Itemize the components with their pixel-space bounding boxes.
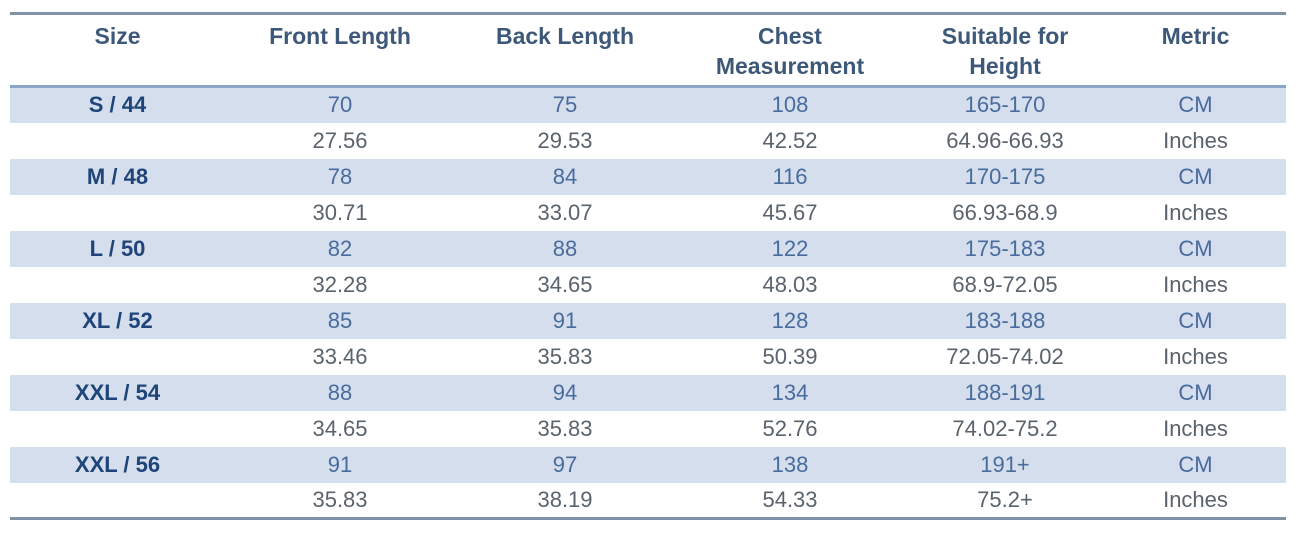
cell-suitable-for-height: 175-183: [964, 235, 1046, 261]
cell-chest-measurement: 108: [771, 92, 809, 118]
cell-chest-measurement: 54.33: [762, 486, 818, 512]
cell-chest-measurement: 134: [771, 379, 809, 405]
column-header-suitable-for-height: Suitable for Height: [941, 23, 1069, 79]
column-header-front-length: Front Length: [269, 23, 411, 49]
cell-back-length: 75: [552, 92, 578, 118]
cell-suitable-for-height: 170-175: [964, 163, 1046, 189]
cell-back-length: 94: [552, 379, 578, 405]
cell-front-length: 70: [327, 92, 353, 118]
cell-metric: Inches: [1163, 271, 1228, 297]
cell-size: M / 48: [86, 163, 149, 189]
table-row: XL / 52 85 91 128 183-188 CM: [10, 302, 1286, 339]
cell-suitable-for-height: 66.93-68.9: [952, 199, 1058, 225]
cell-front-length: 82: [327, 235, 353, 261]
size-chart-table: Size Front Length Back Length Chest Meas…: [10, 12, 1286, 520]
cell-back-length: 91: [552, 307, 578, 333]
cell-size: [10, 195, 225, 231]
cell-front-length: 88: [327, 379, 353, 405]
cell-size: S / 44: [88, 92, 147, 118]
cell-size: [10, 483, 225, 519]
cell-back-length: 33.07: [537, 199, 593, 225]
cell-suitable-for-height: 74.02-75.2: [952, 415, 1058, 441]
cell-chest-measurement: 52.76: [762, 415, 818, 441]
cell-metric: Inches: [1163, 199, 1228, 225]
cell-front-length: 78: [327, 163, 353, 189]
cell-back-length: 88: [552, 235, 578, 261]
cell-chest-measurement: 42.52: [762, 127, 818, 153]
cell-size: XL / 52: [82, 307, 153, 333]
cell-metric: Inches: [1163, 415, 1228, 441]
table-row: 27.56 29.53 42.52 64.96-66.93 Inches: [10, 122, 1286, 159]
cell-suitable-for-height: 72.05-74.02: [946, 343, 1064, 369]
cell-back-length: 29.53: [537, 127, 593, 153]
cell-suitable-for-height: 188-191: [964, 379, 1046, 405]
cell-metric: CM: [1178, 163, 1213, 189]
column-header-back-length: Back Length: [495, 23, 635, 49]
cell-chest-measurement: 128: [771, 307, 809, 333]
cell-size: [10, 339, 225, 375]
cell-suitable-for-height: 68.9-72.05: [952, 271, 1058, 297]
cell-front-length: 35.83: [312, 486, 368, 512]
table-row: M / 48 78 84 116 170-175 CM: [10, 158, 1286, 195]
cell-metric: Inches: [1163, 343, 1228, 369]
table-row: XXL / 54 88 94 134 188-191 CM: [10, 374, 1286, 411]
cell-suitable-for-height: 75.2+: [977, 486, 1033, 512]
cell-metric: CM: [1178, 307, 1213, 333]
cell-front-length: 34.65: [312, 415, 368, 441]
cell-back-length: 34.65: [537, 271, 593, 297]
cell-front-length: 85: [327, 307, 353, 333]
header-row: Size Front Length Back Length Chest Meas…: [10, 14, 1286, 87]
cell-size: [10, 267, 225, 303]
column-header-chest-measurement: Chest Measurement: [715, 23, 865, 79]
cell-chest-measurement: 50.39: [762, 343, 818, 369]
cell-size: XXL / 54: [74, 379, 161, 405]
cell-back-length: 84: [552, 163, 578, 189]
cell-front-length: 27.56: [312, 127, 368, 153]
table-row: S / 44 70 75 108 165-170 CM: [10, 86, 1286, 123]
cell-chest-measurement: 116: [772, 163, 808, 189]
cell-front-length: 33.46: [312, 343, 368, 369]
cell-metric: CM: [1178, 92, 1213, 118]
cell-metric: Inches: [1163, 127, 1228, 153]
cell-chest-measurement: 45.67: [762, 199, 818, 225]
table-row: 32.28 34.65 48.03 68.9-72.05 Inches: [10, 266, 1286, 303]
cell-suitable-for-height: 183-188: [964, 307, 1046, 333]
column-header-metric: Metric: [1161, 23, 1230, 49]
table-row: 34.65 35.83 52.76 74.02-75.2 Inches: [10, 410, 1286, 447]
table-row: L / 50 82 88 122 175-183 CM: [10, 230, 1286, 267]
cell-back-length: 35.83: [537, 415, 593, 441]
cell-chest-measurement: 122: [771, 235, 809, 261]
cell-metric: CM: [1178, 235, 1213, 261]
cell-suitable-for-height: 191+: [980, 451, 1030, 477]
column-header-size: Size: [94, 23, 141, 49]
cell-metric: Inches: [1163, 486, 1228, 512]
cell-front-length: 30.71: [312, 199, 368, 225]
cell-front-length: 32.28: [312, 271, 368, 297]
cell-chest-measurement: 138: [771, 451, 809, 477]
table-row: XXL / 56 91 97 138 191+ CM: [10, 446, 1286, 483]
cell-metric: CM: [1178, 451, 1213, 477]
cell-size: L / 50: [89, 235, 146, 261]
cell-size: XXL / 56: [74, 451, 161, 477]
cell-back-length: 97: [552, 451, 578, 477]
cell-metric: CM: [1178, 379, 1213, 405]
cell-suitable-for-height: 165-170: [964, 92, 1046, 118]
cell-back-length: 35.83: [537, 343, 593, 369]
cell-front-length: 91: [327, 451, 353, 477]
cell-size: [10, 123, 225, 159]
cell-chest-measurement: 48.03: [762, 271, 818, 297]
table-row: 35.83 38.19 54.33 75.2+ Inches: [10, 482, 1286, 519]
cell-size: [10, 411, 225, 447]
cell-suitable-for-height: 64.96-66.93: [946, 127, 1064, 153]
table-row: 30.71 33.07 45.67 66.93-68.9 Inches: [10, 194, 1286, 231]
table-row: 33.46 35.83 50.39 72.05-74.02 Inches: [10, 338, 1286, 375]
cell-back-length: 38.19: [537, 486, 593, 512]
